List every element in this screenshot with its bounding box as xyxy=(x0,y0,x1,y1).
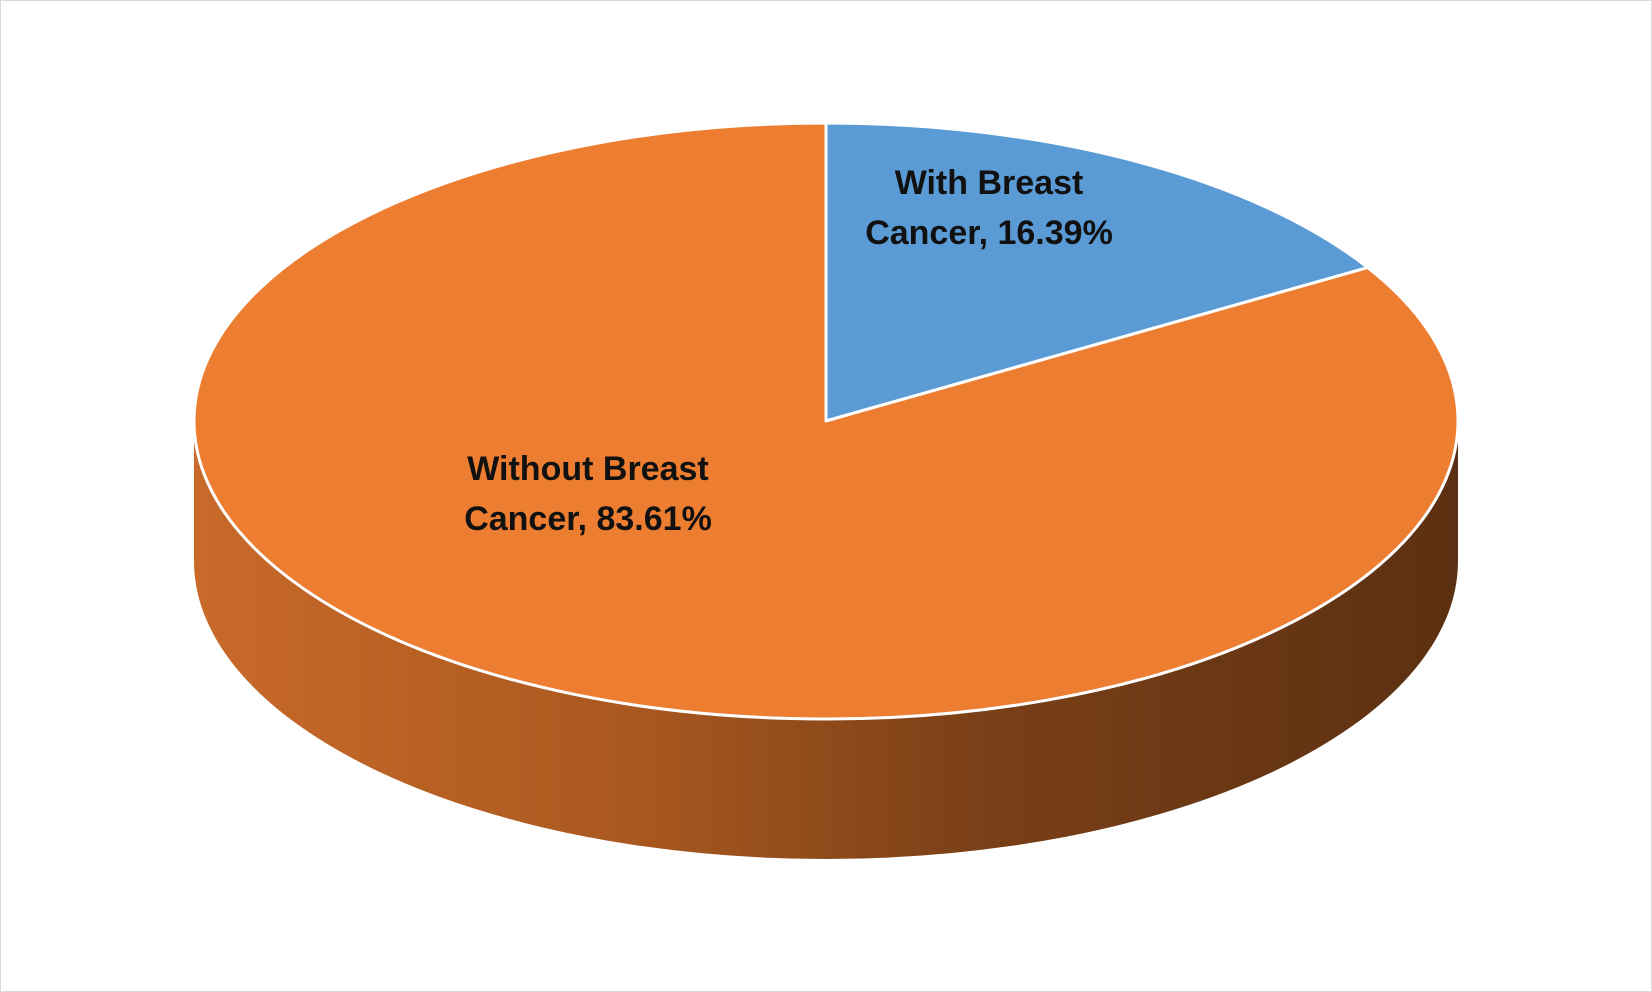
pie-top-layer xyxy=(192,121,1460,721)
data-label-line: With Breast xyxy=(895,164,1084,202)
pie-side-layer xyxy=(194,421,1458,859)
data-label-line: Cancer, 83.61% xyxy=(464,500,712,538)
data-label-without-breast-cancer: Without Breast Cancer, 83.61% xyxy=(464,450,712,538)
data-label-line: Cancer, 16.39% xyxy=(865,214,1113,252)
pie-side-without-breast-cancer xyxy=(194,421,1458,859)
pie-slice-with-breast-cancer xyxy=(824,121,1370,423)
data-label-line: Without Breast xyxy=(467,450,708,488)
pie-slice-without-breast-cancer xyxy=(192,121,1460,721)
pie-label-layer: With Breast Cancer, 16.39% Without Breast C… xyxy=(464,164,1113,538)
data-label-with-breast-cancer: With Breast Cancer, 16.39% xyxy=(865,164,1113,252)
